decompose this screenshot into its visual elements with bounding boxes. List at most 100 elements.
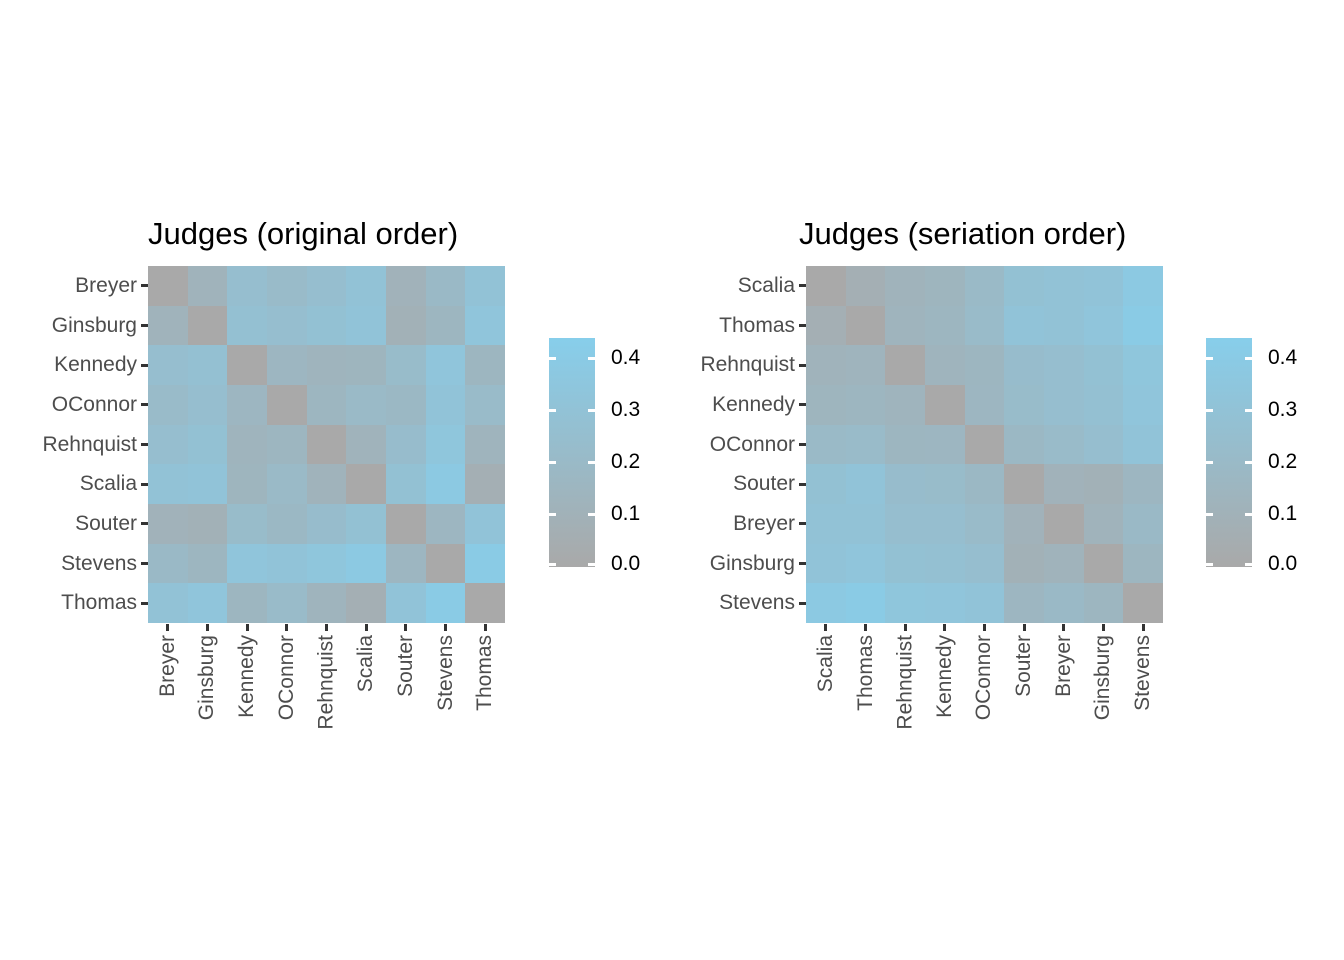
y-axis-label-Breyer: Breyer	[75, 273, 137, 297]
legend-tick-mark	[1206, 356, 1213, 360]
y-axis-label-Ginsburg: Ginsburg	[51, 313, 137, 337]
heatmap-cell-Rehnquist-Scalia	[346, 424, 386, 465]
legend-tick-mark	[549, 512, 556, 516]
heatmap-cell-Thomas-Thomas	[465, 583, 505, 623]
x-axis-label-Thomas: Thomas	[853, 635, 877, 711]
legend-tick-mark	[1245, 512, 1252, 516]
y-axis-label-Scalia: Scalia	[79, 472, 137, 496]
heatmap-cell-Ginsburg-Ginsburg	[187, 305, 228, 346]
y-axis-tick	[141, 522, 148, 526]
heatmap-cell-Kennedy-Scalia	[346, 345, 386, 385]
heatmap-cell-OConnor-Ginsburg	[1083, 424, 1124, 465]
y-axis-label-Stevens: Stevens	[61, 551, 137, 575]
x-axis-label-Breyer: Breyer	[155, 635, 179, 697]
heatmap-cell-Kennedy-Scalia	[806, 385, 846, 425]
heatmap-cell-Scalia-Stevens	[425, 464, 466, 504]
heatmap-cell-Breyer-Breyer	[148, 266, 188, 306]
heatmap-cell-OConnor-Scalia	[806, 424, 846, 465]
heatmap-cell-OConnor-Souter	[1004, 424, 1044, 465]
y-axis-label-OConnor: OConnor	[51, 392, 137, 416]
legend-tick-label: 0.4	[611, 346, 641, 369]
heatmap-cell-Ginsburg-OConnor	[267, 305, 307, 346]
heatmap-cell-Stevens-Breyer	[148, 543, 188, 584]
x-axis-tick	[404, 624, 408, 631]
y-axis-tick	[799, 284, 806, 288]
x-axis-label-Breyer: Breyer	[1051, 635, 1075, 697]
y-axis-label-Kennedy: Kennedy	[712, 392, 795, 416]
legend-tick-mark	[1206, 512, 1213, 516]
heatmap-cell-Breyer-OConnor	[267, 266, 307, 306]
x-axis-tick	[285, 624, 289, 631]
heatmap-cell-Breyer-Scalia	[346, 266, 386, 306]
y-axis-label-Kennedy: Kennedy	[54, 353, 137, 377]
heatmap-cell-Kennedy-Breyer	[1044, 385, 1084, 425]
heatmap-cell-Scalia-Scalia	[806, 266, 846, 306]
heatmap-cell-Souter-Ginsburg	[1083, 464, 1124, 504]
heatmap-cell-Souter-Rehnquist	[306, 504, 347, 544]
heatmap-cell-Scalia-Rehnquist	[306, 464, 347, 504]
y-axis-tick	[141, 482, 148, 486]
plot-title-seriation: Judges (seriation order)	[799, 216, 1127, 251]
x-axis-tick	[983, 624, 986, 631]
heatmap-cell-Scalia-Kennedy	[925, 266, 965, 306]
heatmap-cell-Thomas-Rehnquist	[885, 305, 925, 346]
x-axis-label-OConnor: OConnor	[274, 635, 298, 721]
heatmap-cell-Stevens-Thomas	[845, 583, 886, 623]
heatmap-cell-Rehnquist-Souter	[1004, 345, 1044, 385]
heatmap-cell-Scalia-Ginsburg	[187, 464, 228, 504]
heatmap-cell-Ginsburg-Stevens	[425, 305, 466, 346]
heatmap-cell-Thomas-Breyer	[148, 583, 188, 623]
legend-tick-mark	[588, 408, 595, 412]
heatmap-cell-Souter-Scalia	[346, 504, 386, 544]
heatmap-cell-Stevens-Souter	[1004, 583, 1044, 623]
legend-tick-mark	[1245, 460, 1252, 464]
heatmap-cell-Ginsburg-Thomas	[845, 543, 886, 584]
heatmap-cell-Rehnquist-OConnor	[964, 345, 1005, 385]
heatmap-cell-Souter-Stevens	[1123, 464, 1163, 504]
heatmap-cell-Thomas-Kennedy	[925, 305, 965, 346]
heatmap-cell-Scalia-OConnor	[964, 266, 1005, 306]
x-axis-tick	[824, 624, 828, 631]
legend-tick-mark	[1206, 408, 1213, 412]
legend-tick-label: 0.3	[1268, 398, 1298, 421]
y-axis-label-Scalia: Scalia	[737, 273, 795, 297]
heatmap-cell-Scalia-Souter	[386, 464, 426, 504]
heatmap-cell-Thomas-Breyer	[1044, 305, 1084, 346]
heatmap-cell-Stevens-OConnor	[267, 543, 307, 584]
heatmap-cell-Rehnquist-Stevens	[1123, 345, 1163, 385]
heatmap-cell-OConnor-Kennedy	[925, 424, 965, 465]
heatmap-cell-Rehnquist-OConnor	[267, 424, 307, 465]
y-axis-tick	[141, 403, 148, 407]
heatmap-cell-OConnor-OConnor	[964, 424, 1005, 465]
heatmap-cell-Kennedy-OConnor	[267, 345, 307, 385]
x-axis-label-Kennedy: Kennedy	[932, 635, 956, 718]
heatmap-cell-Breyer-Rehnquist	[885, 504, 925, 544]
x-axis-label-Rehnquist: Rehnquist	[893, 635, 917, 730]
heatmap-seriation-panel	[806, 266, 1163, 623]
heatmap-cell-Thomas-OConnor	[267, 583, 307, 623]
heatmap-cell-Souter-OConnor	[964, 464, 1005, 504]
legend-tick-mark	[588, 460, 595, 464]
y-axis-tick	[141, 284, 148, 288]
heatmap-cell-OConnor-Thomas	[845, 424, 886, 465]
heatmap-cell-Scalia-Thomas	[465, 464, 505, 504]
heatmap-cell-Rehnquist-Thomas	[845, 345, 886, 385]
heatmap-cell-Rehnquist-Ginsburg	[187, 424, 228, 465]
heatmap-cell-Ginsburg-Ginsburg	[1083, 543, 1124, 584]
heatmap-cell-Stevens-Stevens	[1123, 583, 1163, 623]
heatmap-cell-Scalia-Scalia	[346, 464, 386, 504]
heatmap-cell-Thomas-Souter	[1004, 305, 1044, 346]
y-axis-tick	[141, 363, 148, 367]
heatmap-cell-Breyer-Breyer	[1044, 504, 1084, 544]
x-axis-label-Scalia: Scalia	[813, 635, 837, 693]
heatmap-cell-Scalia-Breyer	[1044, 266, 1084, 306]
heatmap-cell-Breyer-Rehnquist	[306, 266, 347, 306]
y-axis-tick	[141, 324, 148, 327]
heatmap-cell-Thomas-Stevens	[1123, 305, 1163, 346]
heatmap-cell-Stevens-Ginsburg	[187, 543, 228, 584]
heatmap-cell-Kennedy-Kennedy	[227, 345, 267, 385]
heatmap-cell-Souter-Ginsburg	[187, 504, 228, 544]
y-axis-tick	[799, 482, 806, 486]
x-axis-label-Thomas: Thomas	[473, 635, 497, 711]
legend-tick-label: 0.0	[1268, 552, 1298, 575]
